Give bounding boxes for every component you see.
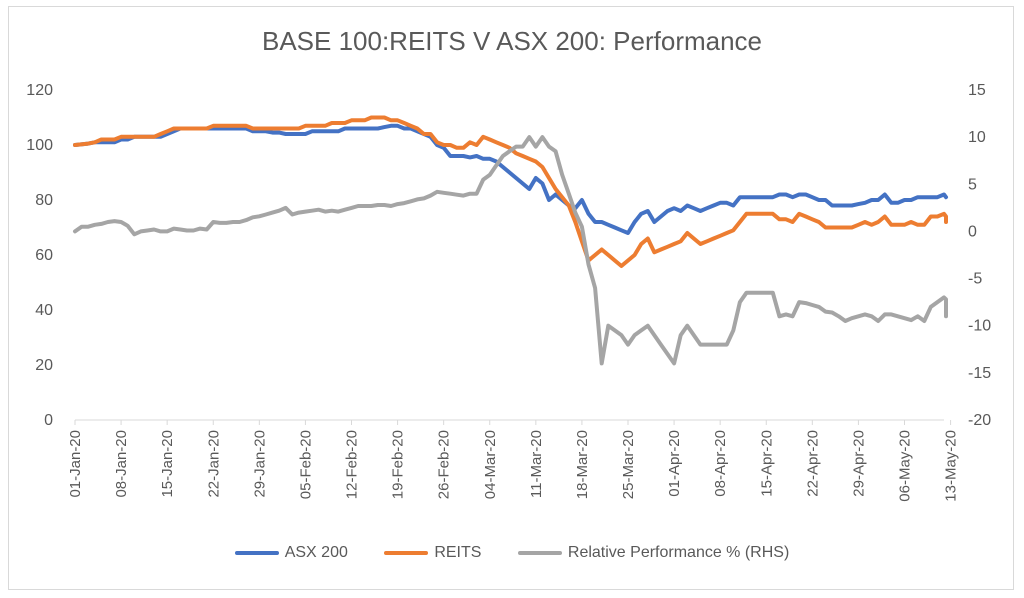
legend-label-relative: Relative Performance % (RHS) [567, 544, 790, 561]
legend-label-asx200: ASX 200 [284, 544, 348, 561]
y-left-tick-label: 120 [26, 82, 53, 99]
legend-item-asx200: ASX 200 [234, 544, 348, 562]
y-left-tick-label: 60 [35, 247, 53, 264]
y-right-tick-label: 15 [968, 82, 986, 99]
legend-swatch-reits [384, 550, 429, 555]
y-left-tick-label: 80 [35, 192, 53, 209]
y-left-tick-label: 0 [44, 412, 53, 429]
chart-title: BASE 100:REITS V ASX 200: Performance [261, 26, 763, 56]
x-tick-label: 19-Feb-20 [390, 430, 407, 499]
series-line-0 [73, 123, 948, 235]
y-left-tick-label: 100 [26, 137, 53, 154]
y-right-tick-label: 10 [968, 129, 986, 146]
chart-frame [8, 6, 1014, 590]
x-tick-label: 15-Jan-20 [159, 430, 176, 498]
series-line-1 [73, 115, 948, 268]
y-left-tick-label: 40 [35, 302, 53, 319]
legend-swatch-relative [517, 550, 562, 555]
x-tick-label: 15-Apr-20 [758, 430, 775, 497]
x-tick-label: 29-Jan-20 [251, 430, 268, 498]
y-right-tick-label: -15 [968, 365, 991, 382]
x-tick-label: 08-Jan-20 [113, 430, 130, 498]
y-left-tick-label: 20 [35, 357, 53, 374]
y-right-tick-label: -5 [968, 271, 982, 288]
x-tick-label: 11-Mar-20 [528, 430, 545, 498]
legend: ASX 200 REITS Relative Performance % (RH… [0, 544, 1024, 562]
y-right-tick-label: 0 [968, 223, 977, 240]
y-right-tick-label: -20 [968, 412, 991, 429]
legend-item-relative: Relative Performance % (RHS) [517, 544, 790, 562]
series-line-2 [73, 135, 948, 366]
y-right-tick-label: -10 [968, 318, 991, 335]
x-tick-label: 22-Apr-20 [804, 430, 821, 497]
x-tick-label: 13-May-20 [943, 430, 960, 502]
legend-label-reits: REITS [434, 544, 482, 561]
chart-axes: 120 100 80 60 40 20 0 15 10 5 0 -5 -10 -15 -20 01-Jan-2… [26, 82, 991, 502]
x-tick-label: 04-Mar-20 [482, 430, 499, 499]
x-tick-label: 05-Feb-20 [297, 430, 314, 499]
legend-swatch-asx200 [234, 550, 279, 555]
series-layer [73, 115, 948, 366]
x-tick-label: 01-Apr-20 [666, 430, 683, 497]
x-tick-label: 08-Apr-20 [712, 430, 729, 497]
x-tick-label: 22-Jan-20 [205, 430, 222, 498]
x-tick-label: 01-Jan-20 [67, 430, 84, 498]
x-tick-label: 29-Apr-20 [850, 430, 867, 497]
x-tick-label: 06-May-20 [897, 430, 914, 502]
y-right-tick-label: 5 [968, 176, 977, 193]
x-tick-label: 12-Feb-20 [344, 430, 361, 499]
x-tick-label: 25-Mar-20 [620, 430, 637, 499]
x-tick-label: 18-Mar-20 [574, 430, 591, 499]
x-tick-label: 26-Feb-20 [436, 430, 453, 499]
legend-item-reits: REITS [384, 544, 481, 562]
